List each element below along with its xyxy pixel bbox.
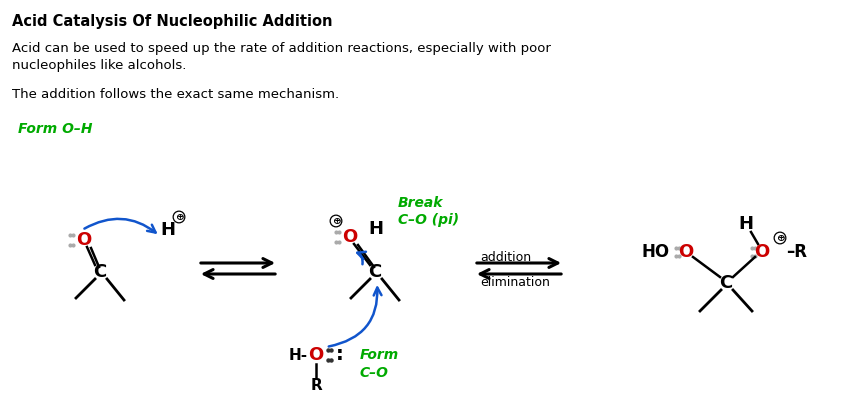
Text: The addition follows the exact same mechanism.: The addition follows the exact same mech… [12, 88, 339, 101]
Text: C–O: C–O [360, 366, 389, 380]
Text: H-: H- [288, 347, 307, 363]
Text: O: O [342, 228, 358, 246]
Text: :: : [336, 346, 344, 365]
Text: C–O (pi): C–O (pi) [398, 213, 459, 227]
Text: Form: Form [360, 348, 399, 362]
Text: Acid can be used to speed up the rate of addition reactions, especially with poo: Acid can be used to speed up the rate of… [12, 42, 551, 72]
Text: ⊕: ⊕ [332, 216, 340, 226]
Text: HO: HO [642, 243, 670, 261]
Text: ⊕: ⊕ [175, 212, 184, 222]
Text: R: R [310, 379, 322, 393]
Text: H: H [160, 221, 176, 239]
Text: O: O [76, 231, 92, 249]
Text: addition: addition [480, 251, 531, 264]
Text: C: C [720, 274, 733, 292]
Text: ⊕: ⊕ [776, 233, 785, 243]
Text: C: C [368, 263, 382, 281]
Text: O: O [308, 346, 324, 364]
Text: Acid Catalysis Of Nucleophilic Addition: Acid Catalysis Of Nucleophilic Addition [12, 14, 333, 29]
Text: C: C [94, 263, 107, 281]
Text: –R: –R [786, 243, 807, 261]
Text: Form O–H: Form O–H [18, 122, 93, 136]
Text: Break: Break [398, 196, 443, 210]
Text: O: O [754, 243, 770, 261]
Text: O: O [678, 243, 694, 261]
Text: elimination: elimination [480, 276, 550, 289]
Text: H: H [369, 220, 384, 238]
Text: H: H [739, 215, 753, 233]
